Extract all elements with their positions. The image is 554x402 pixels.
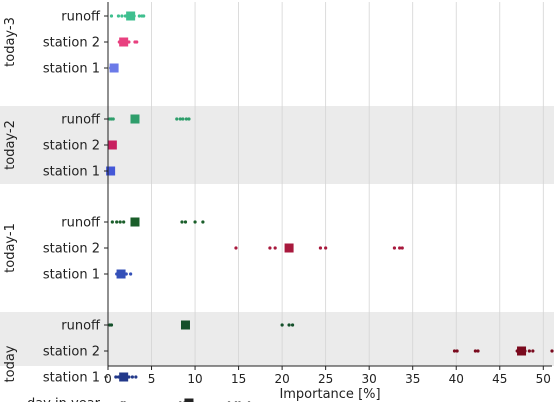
point-today-runoff-4 [280,323,284,327]
row-label-today-2-runoff: runoff [61,113,101,128]
group-label-today-3: today-3 [3,17,18,67]
median-today-2-runoff [130,114,140,124]
point-today-1-runoff-2 [118,220,122,224]
group-label-today-1: today-1 [3,223,18,273]
median-today-3-runoff [126,11,136,21]
row-label-today-station-1: station 1 [43,371,100,386]
point-today-1-station-2-4 [324,246,328,250]
x-tick-label-20: 20 [274,372,289,386]
group-label-today: today [3,345,18,382]
point-today-2-runoff-7 [181,117,185,121]
point-today-1-runoff-1 [115,220,119,224]
point-today-2-runoff-5 [175,117,179,121]
median-today-3-station-1 [109,63,119,73]
group-band-today [0,312,554,366]
x-tick-label-15: 15 [231,372,246,386]
median-today-station-2 [517,346,527,356]
point-today-1-runoff-6 [193,220,197,224]
x-tick-label-50: 50 [536,372,551,386]
median-today-2-station-2 [107,140,117,150]
point-today-3-runoff-1 [116,14,121,18]
row-label-today-3-station-2: station 2 [43,36,100,51]
point-today-runoff-6 [290,323,295,327]
point-today-station-2-3 [476,349,480,353]
point-today-1-station-2-1 [268,246,272,250]
point-today-station-1-0 [114,375,118,379]
row-label-today-2-station-2: station 2 [43,139,100,154]
row-label-today-1-station-1: station 1 [43,268,100,283]
point-today-station-2-1 [455,349,459,353]
point-today-1-runoff-0 [110,220,114,224]
x-tick-label-40: 40 [449,372,464,386]
x-tick-label-10: 10 [187,372,202,386]
row-label-today-2-station-1: station 1 [43,165,100,180]
median-today-3-station-2 [119,37,129,47]
point-today-1-station-2-3 [318,246,323,250]
median-today-1-station-1 [116,269,126,279]
median-today-1-station-2 [284,243,294,253]
point-today-station-2-8 [550,349,554,353]
x-tick-label-35: 35 [405,372,420,386]
point-today-3-runoff-0 [109,14,114,18]
group-bands [0,106,554,366]
row-label-today-runoff: runoff [61,319,101,334]
point-today-runoff-5 [287,323,291,327]
point-today-1-station-2-6 [398,246,402,250]
point-today-1-runoff-3 [122,220,126,224]
row-label-today-1-runoff: runoff [61,216,101,231]
median-today-runoff [180,320,190,330]
point-today-1-runoff-5 [183,220,188,224]
point-today-2-runoff-6 [178,117,182,121]
x-axis-label: Importance [%] [279,387,380,402]
point-today-1-station-2-7 [400,246,404,250]
row-label-today-3-station-1: station 1 [43,62,100,77]
x-tick-label-45: 45 [492,372,507,386]
point-today-station-2-7 [531,349,535,353]
x-tick-label-0: 0 [104,372,112,386]
group-band-today-2 [0,106,554,184]
data-marks [106,11,554,402]
median-today-station-1 [119,372,129,382]
point-today-1-station-2-2 [273,246,277,250]
point-today-1-runoff-7 [201,220,205,224]
point-today-3-runoff-7 [137,14,141,18]
median-today-2-station-1 [106,166,116,176]
point-today-station-2-0 [452,349,457,353]
axes: 0 5 10 15 20 25 30 35 40 45 50 [104,2,552,386]
row-label-today-1-station-2: station 2 [43,242,100,257]
point-today-1-runoff-4 [180,220,184,224]
point-today-2-runoff-9 [187,117,191,121]
median-today-1-runoff [130,217,140,227]
point-today-station-1-5 [130,375,134,379]
point-today-1-station-2-0 [234,246,238,250]
row-label-today-day-in-year: day in year [27,397,101,402]
point-today-2-runoff-2 [111,117,115,121]
x-tick-label-30: 30 [362,372,377,386]
point-today-station-2-6 [527,349,531,353]
group-label-today-2: today-2 [3,120,18,170]
point-today-2-runoff-8 [184,117,188,121]
point-today-3-runoff-9 [142,14,146,18]
point-today-station-1-6 [134,375,138,379]
point-today-1-station-2-5 [392,246,397,250]
median-today-day-in-year [184,398,194,402]
point-today-3-station-2-6 [135,40,139,44]
grid-lines [107,2,544,366]
row-labels: runoff station 2 station 1 today-3 runoff sta… [3,10,101,402]
point-today-runoff-1 [109,323,114,327]
x-tick-label-5: 5 [148,372,156,386]
x-tick-label-25: 25 [318,372,333,386]
point-today-1-station-1-4 [129,272,133,276]
row-label-today-3-runoff: runoff [61,10,101,25]
point-today-3-runoff-2 [120,14,124,18]
row-label-today-station-2: station 2 [43,345,100,360]
point-today-station-2-2 [473,349,477,353]
